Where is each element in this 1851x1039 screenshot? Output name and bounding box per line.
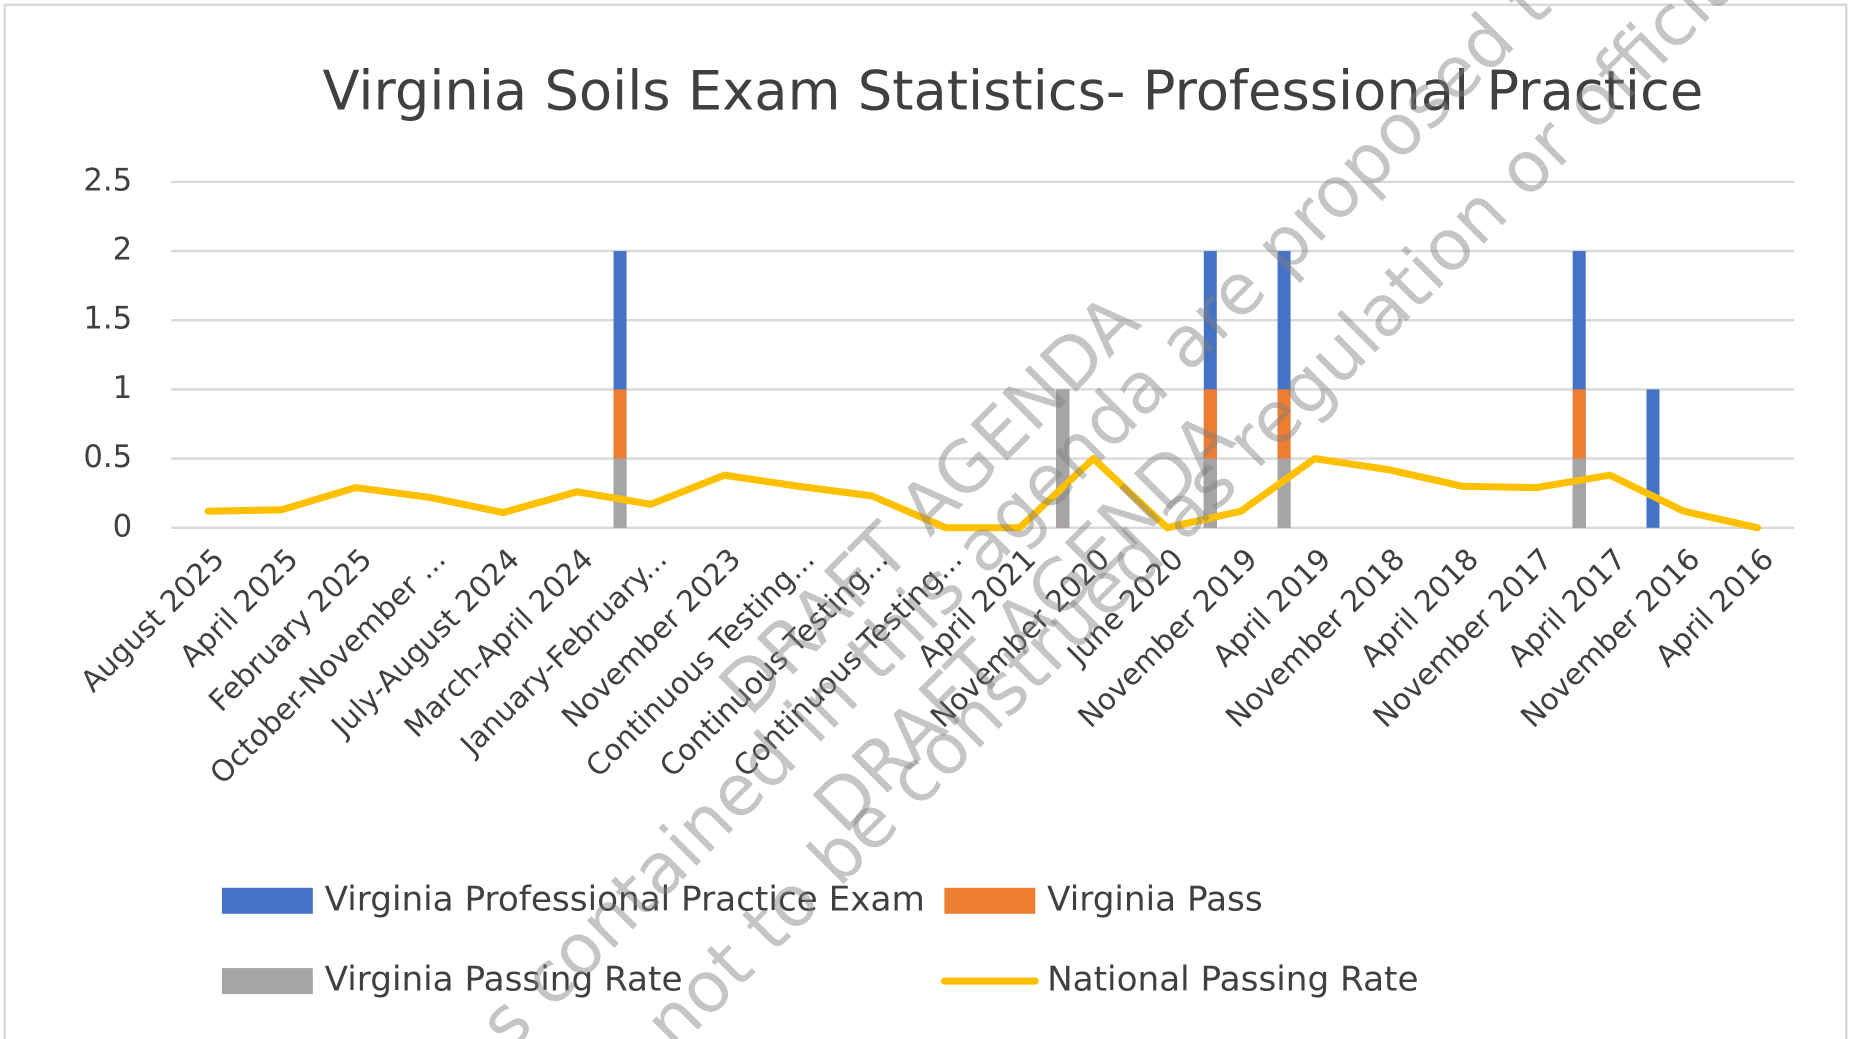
legend-label: Virginia Passing Rate — [325, 960, 683, 1000]
y-tick-label: 2 — [113, 233, 133, 268]
legend-swatch — [221, 887, 313, 914]
y-tick-label: 1.5 — [83, 302, 132, 337]
legend-label: National Passing Rate — [1047, 960, 1418, 1000]
bar — [1646, 389, 1660, 528]
chart-title: Virginia Soils Exam Statistics- Professi… — [322, 60, 1703, 123]
bar — [1203, 458, 1217, 528]
y-tick-label: 0 — [113, 509, 133, 544]
legend-swatch — [221, 968, 313, 995]
bar — [613, 458, 627, 528]
legend-label: Virginia Professional Practice Exam — [325, 879, 925, 919]
bar — [1572, 458, 1586, 528]
y-tick-label: 0.5 — [83, 440, 132, 475]
y-tick-label: 1 — [113, 371, 133, 406]
legend-label: Virginia Pass — [1047, 879, 1263, 919]
line — [204, 455, 1761, 532]
legend-swatch — [944, 887, 1036, 914]
y-tick-label: 2.5 — [83, 163, 132, 198]
